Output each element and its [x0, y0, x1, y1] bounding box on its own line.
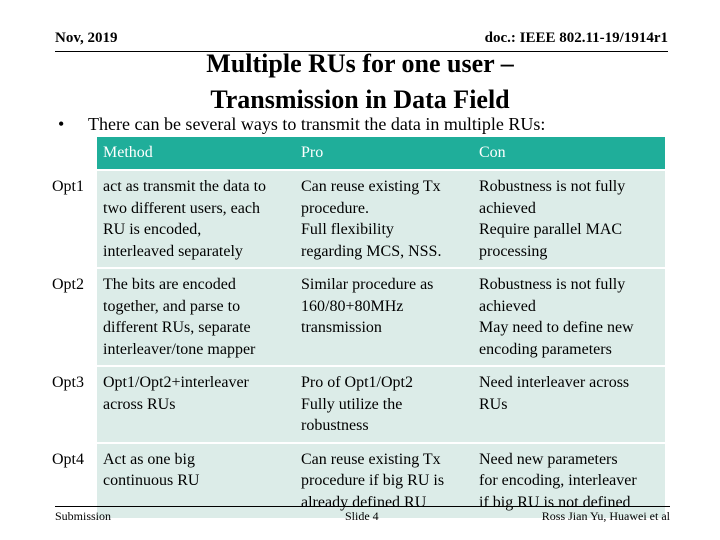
slide-title: Multiple RUs for one user – Transmission… — [120, 46, 600, 118]
method-line: act as transmit the data to — [103, 178, 267, 195]
method-line: continuous RU — [103, 472, 200, 489]
con-line: processing — [479, 242, 548, 260]
header-date: Nov, 2019 — [55, 30, 118, 46]
pro-line: procedure if big RU is — [301, 472, 445, 489]
title-line-1: Multiple RUs for one user – — [206, 49, 514, 78]
cell-con: Robustness is not fully achieved Require p… — [473, 171, 665, 269]
footer-submission: Submission — [55, 509, 112, 523]
options-table: Method Pro Con Opt1 act as transmit the d… — [45, 137, 665, 520]
con-line: May need to define new — [479, 319, 634, 336]
cell-pro: Pro of Opt1/Opt2 Fully utilize the robustn… — [289, 367, 473, 444]
cell-method: Opt1/Opt2+interleaver across RUs — [97, 367, 289, 444]
header-pro: Pro — [289, 137, 473, 171]
pro-line: Can reuse existing Tx — [301, 178, 441, 195]
cell-pro: Similar procedure as 160/80+80MHz transmis… — [289, 269, 473, 367]
table-row: Opt2 The bits are encoded together, and pa… — [45, 269, 665, 367]
con-line: achieved — [479, 297, 536, 315]
method-line: Act as one big — [103, 450, 195, 468]
bullet-text: There can be several ways to transmit th… — [88, 114, 546, 134]
cell-method: Act as one big continuous RU — [97, 443, 289, 520]
method-line: interleaver/tone mapper — [103, 340, 256, 358]
table-body: Opt1 act as transmit the data to two diffe… — [45, 171, 665, 520]
method-line: together, and parse to — [103, 297, 241, 315]
con-line: Robustness is not fully — [479, 276, 626, 293]
footer-author: Ross Jian Yu, Huawei et al — [541, 509, 670, 523]
pro-line: robustness — [301, 417, 369, 434]
footer-slide-number: Slide 4 — [345, 509, 379, 523]
cell-method: The bits are encoded together, and parse … — [97, 269, 289, 367]
option-label: Opt3 — [45, 367, 97, 444]
cell-con: Need interleaver across RUs — [473, 367, 665, 444]
con-line: Need new parameters — [479, 450, 618, 468]
method-line: two different users, each — [103, 199, 260, 217]
pro-line: transmission — [301, 319, 382, 336]
option-label: Opt4 — [45, 443, 97, 520]
con-line: Robustness is not fully — [479, 178, 626, 195]
con-line: for encoding, interleaver — [479, 472, 637, 489]
table-row: Opt4 Act as one big continuous RU Can reuse… — [45, 443, 665, 520]
con-line: Require parallel MAC — [479, 221, 623, 238]
method-line: Opt1/Opt2+interleaver — [103, 374, 249, 391]
table-row: Opt1 act as transmit the data to two diffe… — [45, 171, 665, 269]
pro-line: Pro of Opt1/Opt2 — [301, 374, 413, 391]
con-line: achieved — [479, 199, 536, 217]
cell-pro: Can reuse existing Tx procedure. Full flex… — [289, 171, 473, 269]
con-line: Need interleaver across — [479, 374, 630, 391]
table-row: Opt3 Opt1/Opt2+interleaver across RUs Pro o… — [45, 367, 665, 444]
table-header-row: Method Pro Con — [45, 137, 665, 171]
pro-line: already defined RU — [301, 493, 427, 511]
bullet-dot: • — [58, 114, 65, 134]
header-doc-id: doc.: IEEE 802.11-19/1914r1 — [484, 30, 668, 46]
pro-line: regarding MCS, NSS. — [301, 242, 442, 260]
cell-con: Need new parameters for encoding, interle… — [473, 443, 665, 520]
bullet-item: • There can be several ways to transmit t… — [58, 114, 545, 135]
pro-line: Can reuse existing Tx — [301, 450, 441, 468]
title-line-2: Transmission in Data Field — [210, 85, 510, 114]
pro-line: procedure. — [301, 199, 369, 217]
method-line: interleaved separately — [103, 242, 243, 260]
con-line: encoding parameters — [479, 340, 612, 358]
pro-line: Similar procedure as — [301, 276, 434, 293]
option-label: Opt2 — [45, 269, 97, 367]
pro-line: 160/80+80MHz — [301, 297, 404, 315]
cell-pro: Can reuse existing Tx procedure if big RU… — [289, 443, 473, 520]
header-con: Con — [473, 137, 665, 171]
pro-line: Fully utilize the — [301, 395, 403, 413]
method-line: RU is encoded, — [103, 221, 202, 238]
con-line: RUs — [479, 395, 508, 413]
pro-line: Full flexibility — [301, 221, 394, 238]
header-rule — [55, 51, 668, 52]
method-line: different RUs, separate — [103, 319, 251, 336]
cell-method: act as transmit the data to two different… — [97, 171, 289, 269]
header-method: Method — [97, 137, 289, 171]
footer-rule — [55, 506, 670, 507]
method-line: The bits are encoded — [103, 276, 236, 293]
option-label: Opt1 — [45, 171, 97, 269]
method-line: across RUs — [103, 395, 176, 413]
header-blank-cell — [45, 137, 97, 171]
cell-con: Robustness is not fully achieved May need … — [473, 269, 665, 367]
